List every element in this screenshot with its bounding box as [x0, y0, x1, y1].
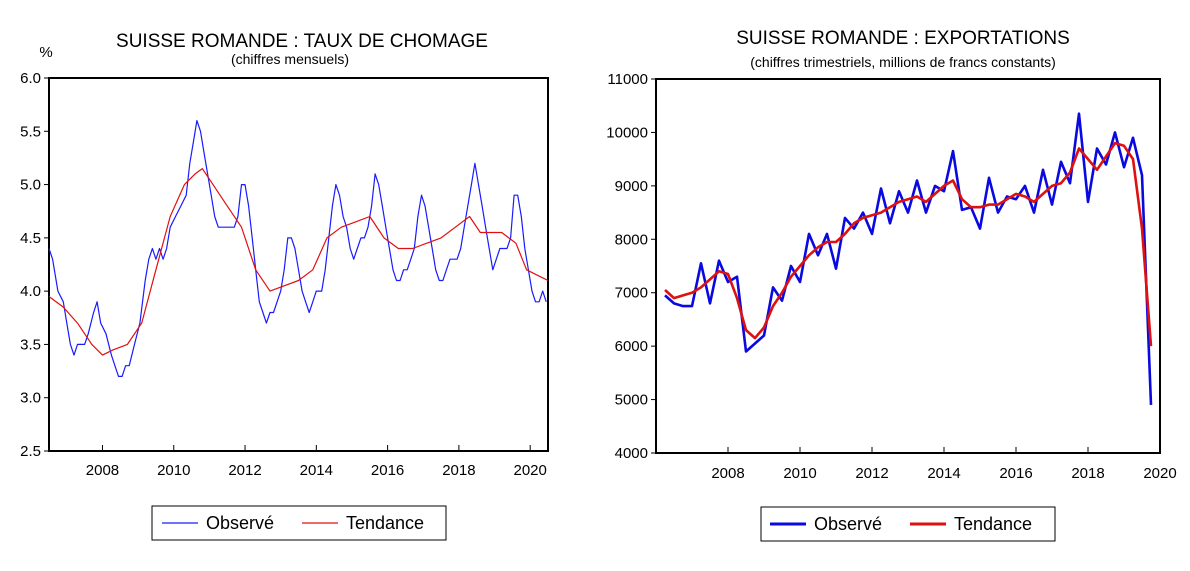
y-tick-label: 3.0 — [20, 390, 41, 407]
plot-frame — [655, 78, 1161, 454]
x-tick-label: 2018 — [442, 462, 475, 479]
y-tick-label: 5.0 — [20, 177, 41, 194]
legend: Observé Tendance — [151, 505, 447, 541]
x-axis: 2008 2010 2012 2014 2016 2018 2020 — [86, 445, 547, 479]
chart-title: SUISSE ROMANDE : TAUX DE CHOMAGE — [116, 31, 488, 52]
series-lines — [664, 112, 1153, 405]
exports-chart: SUISSE ROMANDE : EXPORTATIONS (chiffres … — [606, 28, 1177, 542]
x-tick-label: 2020 — [1143, 465, 1176, 482]
legend-label-tendance: Tendance — [954, 514, 1032, 534]
x-tick-label: 2020 — [513, 462, 546, 479]
series-line-observe — [664, 112, 1153, 405]
x-tick-label: 2014 — [927, 465, 960, 482]
y-unit-label: % — [39, 44, 52, 61]
y-tick-label: 4000 — [615, 445, 648, 462]
x-tick-label: 2010 — [783, 465, 816, 482]
y-tick-label: 7000 — [615, 285, 648, 302]
chart-subtitle: (chiffres mensuels) — [231, 51, 349, 67]
x-tick-label: 2008 — [711, 465, 744, 482]
y-tick-label: 5000 — [615, 392, 648, 409]
y-tick-label: 9000 — [615, 178, 648, 195]
x-tick-label: 2008 — [86, 462, 119, 479]
series-line-observe — [48, 120, 547, 377]
series-line-tendance — [664, 141, 1153, 347]
legend: Observé Tendance — [760, 506, 1056, 542]
y-tick-label: 5.5 — [20, 123, 41, 140]
y-tick-label: 6000 — [615, 338, 648, 355]
y-tick-label: 4.0 — [20, 283, 41, 300]
y-tick-label: 6.0 — [20, 70, 41, 87]
x-tick-label: 2012 — [228, 462, 261, 479]
y-axis: 4000 5000 6000 7000 8000 9000 10000 11000 — [606, 71, 656, 462]
y-tick-label: 10000 — [606, 124, 648, 141]
series-line-tendance — [48, 168, 549, 356]
legend-label-observe: Observé — [206, 513, 274, 533]
x-tick-label: 2016 — [999, 465, 1032, 482]
x-tick-label: 2014 — [300, 462, 333, 479]
x-tick-label: 2010 — [157, 462, 190, 479]
unemployment-chart: SUISSE ROMANDE : TAUX DE CHOMAGE (chiffr… — [20, 31, 549, 541]
y-axis: 2.5 3.0 3.5 4.0 4.5 5.0 5.5 6.0 — [20, 70, 49, 460]
x-tick-label: 2012 — [855, 465, 888, 482]
y-tick-label: 2.5 — [20, 443, 41, 460]
legend-label-tendance: Tendance — [346, 513, 424, 533]
series-lines — [48, 120, 549, 377]
x-axis: 2008 2010 2012 2014 2016 2018 2020 — [711, 447, 1177, 482]
y-tick-label: 11000 — [607, 71, 648, 88]
legend-label-observe: Observé — [814, 514, 882, 534]
y-tick-label: 4.5 — [20, 230, 41, 247]
x-tick-label: 2018 — [1071, 465, 1104, 482]
plot-frame — [48, 77, 549, 452]
y-tick-label: 3.5 — [20, 336, 41, 353]
y-tick-label: 8000 — [615, 231, 648, 248]
x-tick-label: 2016 — [371, 462, 404, 479]
chart-title: SUISSE ROMANDE : EXPORTATIONS — [736, 28, 1070, 49]
chart-subtitle: (chiffres trimestriels, millions de fran… — [750, 54, 1056, 70]
